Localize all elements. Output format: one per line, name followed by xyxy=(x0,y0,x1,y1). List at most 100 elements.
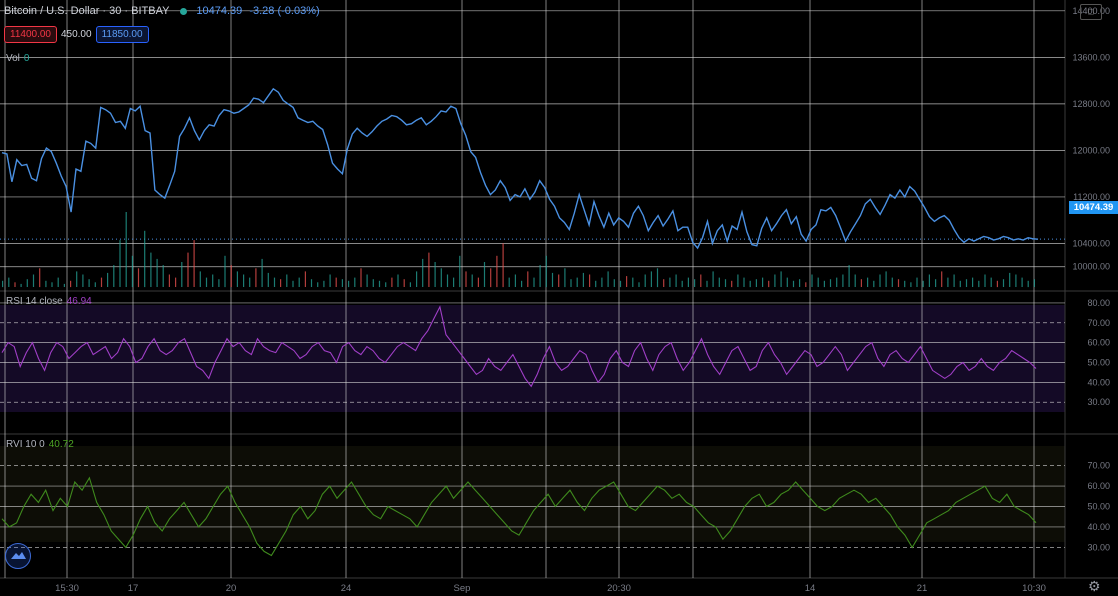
bid-button[interactable]: 11400.00 xyxy=(4,26,57,43)
volume-bar xyxy=(82,274,84,287)
volume-bar xyxy=(935,279,937,287)
volume-bar xyxy=(150,252,152,287)
volume-bar xyxy=(965,279,968,287)
volume-bar xyxy=(539,265,541,287)
volume-bar xyxy=(521,280,523,288)
volume-bar xyxy=(32,274,35,287)
rsi-tick-label: 50.00 xyxy=(1087,358,1110,368)
rvi-tick-label: 60.00 xyxy=(1087,481,1110,491)
volume-bar xyxy=(551,272,554,287)
rvi-title: RVI 10 0 xyxy=(6,439,45,450)
volume-bar xyxy=(113,265,115,287)
rvi-series-line xyxy=(1,476,1037,557)
volume-bar xyxy=(261,258,263,287)
volume-bar xyxy=(2,280,4,288)
rsi-tick-label: 70.00 xyxy=(1087,318,1110,328)
volume-bar xyxy=(255,268,257,288)
volume-bar xyxy=(298,277,300,287)
volume-bar xyxy=(310,279,313,287)
volume-bar xyxy=(144,230,146,288)
brand-logo-icon[interactable] xyxy=(5,543,31,569)
volume-bar xyxy=(137,268,140,288)
x-tick-label: 20 xyxy=(226,583,237,594)
volume-bar xyxy=(280,279,282,287)
price-tick-label: 12000.00 xyxy=(1072,145,1110,155)
vol-legend[interactable]: Vol 0 xyxy=(6,53,29,64)
volume-bar xyxy=(70,280,72,288)
volume-bar xyxy=(780,271,782,287)
volume-bar xyxy=(508,277,510,287)
rsi-legend[interactable]: RSI 14 close 46.94 xyxy=(6,296,92,307)
volume-bar xyxy=(304,271,306,287)
volume-bar xyxy=(440,268,442,288)
volume-bar xyxy=(496,255,498,288)
rsi-value: 46.94 xyxy=(66,296,92,307)
volume-bar xyxy=(453,277,455,287)
volume-bar xyxy=(564,268,566,288)
volume-bar xyxy=(1002,279,1005,287)
volume-bar xyxy=(632,277,634,287)
volume-bar xyxy=(397,274,399,287)
volume-bar xyxy=(341,279,343,287)
volume-bar xyxy=(514,274,516,287)
volume-bar xyxy=(799,279,801,287)
volume-bar xyxy=(1009,272,1011,287)
volume-bar xyxy=(854,274,856,287)
x-tick-label: 10:30 xyxy=(1022,583,1046,594)
volume-bar xyxy=(916,277,918,287)
volume-bar xyxy=(1015,274,1017,287)
rvi-tick-label: 50.00 xyxy=(1087,502,1110,512)
volume-bar xyxy=(545,255,547,288)
x-tick-label: 17 xyxy=(128,583,139,594)
volume-bar xyxy=(675,274,677,287)
rvi-legend[interactable]: RVI 10 0 40.72 xyxy=(6,439,74,450)
volume-bar xyxy=(867,277,869,287)
volume-bar xyxy=(45,280,47,288)
volume-bar xyxy=(416,271,418,287)
volume-bar xyxy=(446,274,449,287)
volume-bar xyxy=(230,265,232,287)
price-change: -3.28 (-0.03%) xyxy=(249,5,320,17)
gear-icon[interactable]: ⚙ xyxy=(1088,578,1101,594)
volume-bar xyxy=(768,280,770,288)
volume-bar xyxy=(502,243,504,288)
volume-bar xyxy=(941,271,943,287)
volume-bar xyxy=(409,282,411,287)
collapse-button[interactable]: ◻ xyxy=(1080,4,1102,20)
volume-bar xyxy=(626,276,628,287)
volume-bar xyxy=(823,280,825,288)
volume-bar xyxy=(360,268,362,288)
volume-bar xyxy=(125,212,127,287)
volume-bar xyxy=(619,280,622,288)
volume-bar xyxy=(249,277,251,287)
volume-bar xyxy=(236,271,238,287)
volume-bar xyxy=(656,268,659,288)
volume-bar xyxy=(51,282,53,287)
volume-bar xyxy=(669,277,671,287)
volume-bar xyxy=(94,282,96,287)
volume-bar xyxy=(694,279,696,287)
volume-bar xyxy=(576,277,578,287)
current-price-tag: 10474.39 xyxy=(1069,201,1118,214)
volume-bar xyxy=(953,274,955,287)
last-price: 10474.39 xyxy=(196,5,243,17)
volume-bar xyxy=(391,277,393,287)
rsi-series-line xyxy=(1,305,1037,388)
volume-bar xyxy=(199,271,201,287)
x-tick-label: 24 xyxy=(341,583,352,594)
volume-bar xyxy=(193,240,195,287)
volume-bar xyxy=(589,274,591,287)
volume-bar xyxy=(348,280,350,288)
volume-bar xyxy=(372,279,374,287)
volume-bar xyxy=(743,277,745,287)
volume-bar xyxy=(842,274,844,287)
volume-bar xyxy=(403,279,405,287)
x-tick-label: 15:30 xyxy=(55,583,79,594)
volume-bar xyxy=(885,271,887,287)
volume-bar xyxy=(224,255,226,288)
volume-bar xyxy=(687,277,689,287)
volume-bar xyxy=(175,277,177,287)
symbol-title: Bitcoin / U.S. Dollar · 30 · BITBAY xyxy=(4,5,170,17)
ask-button[interactable]: 11850.00 xyxy=(95,26,149,43)
